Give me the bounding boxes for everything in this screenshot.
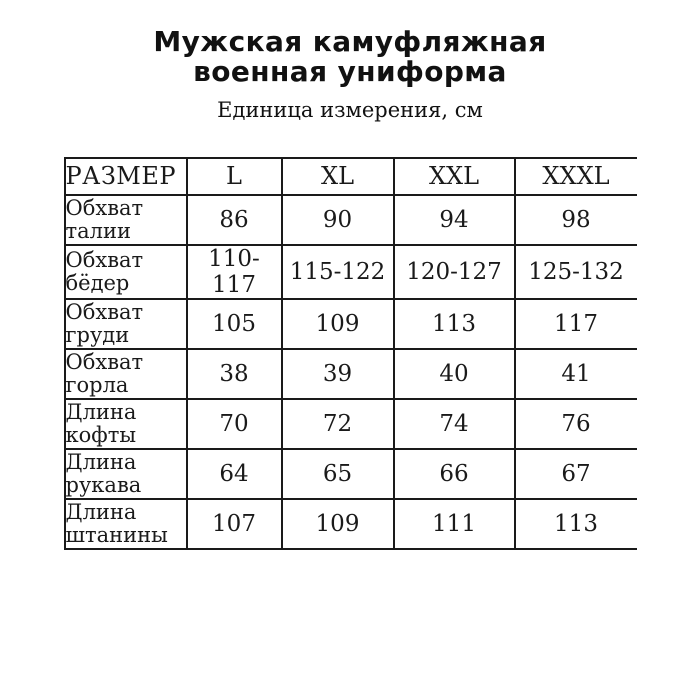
row-label-neck: Обхват горла <box>63 347 188 400</box>
units-note: Единица измерения, см <box>217 97 483 122</box>
row-label-hips: Обхват бёдер <box>63 243 188 300</box>
cell-value: 94 <box>392 193 516 246</box>
page-title-line2: военная униформа <box>193 54 507 88</box>
cell-value: 66 <box>392 447 516 500</box>
row-label-chest: Обхват груди <box>63 297 188 350</box>
cell-value: 72 <box>280 397 395 450</box>
table-row-neck: Обхват горла 38 39 40 41 <box>63 347 637 400</box>
table-row-jacket-length: Длина кофты 70 72 74 76 <box>63 397 637 450</box>
row-label-sleeve-length: Длина рукава <box>63 447 188 500</box>
cell-value: 64 <box>185 447 283 500</box>
table-row-trouser-length: Длина штанины 107 109 111 113 <box>63 497 637 550</box>
cell-value: 74 <box>392 397 516 450</box>
table-row-chest: Обхват груди 105 109 113 117 <box>63 297 637 350</box>
cell-value: 38 <box>185 347 283 400</box>
column-header-razmer: РАЗМЕР <box>63 156 188 196</box>
cell-value: 113 <box>392 297 516 350</box>
cell-value: 110-117 <box>185 243 283 300</box>
column-header-l: L <box>185 156 283 196</box>
cell-value: 115-122 <box>280 243 395 300</box>
cell-value: 117 <box>513 297 637 350</box>
cell-value: 98 <box>513 193 637 246</box>
cell-value: 109 <box>280 497 395 550</box>
cell-value: 113 <box>513 497 637 550</box>
cell-value: 90 <box>280 193 395 246</box>
row-label-trouser-length: Длина штанины <box>63 497 188 550</box>
cell-value: 65 <box>280 447 395 500</box>
column-header-xl: XL <box>280 156 395 196</box>
cell-value: 105 <box>185 297 283 350</box>
cell-value: 109 <box>280 297 395 350</box>
cell-value: 107 <box>185 497 283 550</box>
table-row-hips: Обхват бёдер 110-117 115-122 120-127 125-… <box>63 243 637 300</box>
table-row-sleeve-length: Длина рукава 64 65 66 67 <box>63 447 637 500</box>
cell-value: 67 <box>513 447 637 500</box>
cell-value: 70 <box>185 397 283 450</box>
cell-value: 86 <box>185 193 283 246</box>
cell-value: 125-132 <box>513 243 637 300</box>
cell-value: 40 <box>392 347 516 400</box>
column-header-xxxl: XXXL <box>513 156 637 196</box>
column-header-xxl: XXL <box>392 156 516 196</box>
row-label-jacket-length: Длина кофты <box>63 397 188 450</box>
table-row-waist: Обхват талии 86 90 94 98 <box>63 193 637 246</box>
page-title-line1: Мужская камуфляжная <box>153 25 547 58</box>
page-title: Мужская камуфляжная военная униформа <box>0 0 700 87</box>
table-header-row: РАЗМЕР L XL XXL XXXL <box>63 156 637 196</box>
size-table: РАЗМЕР L XL XXL XXXL Обхват талии 86 90 9… <box>63 156 637 550</box>
cell-value: 120-127 <box>392 243 516 300</box>
cell-value: 76 <box>513 397 637 450</box>
row-label-waist: Обхват талии <box>63 193 188 246</box>
cell-value: 39 <box>280 347 395 400</box>
cell-value: 41 <box>513 347 637 400</box>
cell-value: 111 <box>392 497 516 550</box>
